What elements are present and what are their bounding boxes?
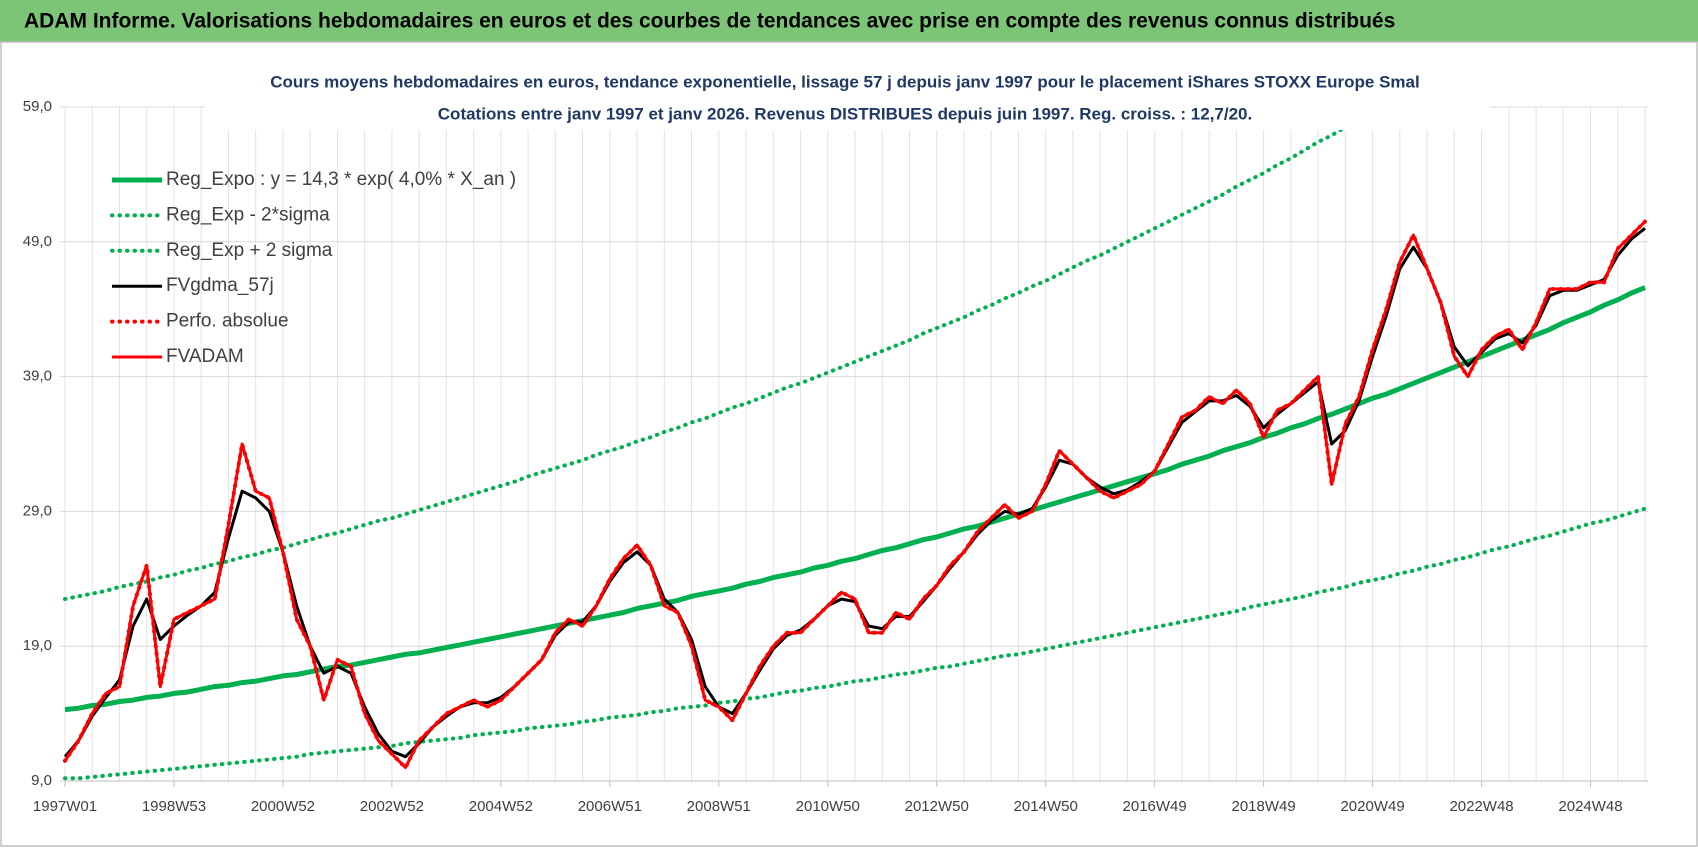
x-tick-label: 2000W52: [251, 798, 315, 815]
chart-subtitle: Cotations entre janv 1997 et janv 2026. …: [438, 104, 1252, 123]
x-tick-label: 2014W50: [1014, 798, 1078, 815]
y-tick-label: 39,0: [23, 368, 52, 385]
title-box: [205, 66, 1490, 130]
x-tick-label: 2024W48: [1558, 798, 1622, 815]
legend-label: Reg_Exp - 2*sigma: [166, 204, 330, 225]
series-line: [63, 506, 1647, 781]
y-tick-label: 19,0: [23, 637, 52, 654]
series-line: [63, 220, 1647, 769]
x-tick-label: 2010W50: [796, 798, 860, 815]
y-tick-label: 49,0: [23, 233, 52, 250]
x-tick-label: 2012W50: [905, 798, 969, 815]
y-tick-label: 29,0: [23, 502, 52, 519]
legend-label: Reg_Expo : y = 14,3 * exp( 4,0% * X_an ): [166, 169, 516, 190]
x-tick-label: 2018W49: [1232, 798, 1296, 815]
x-tick-label: 2008W51: [687, 798, 751, 815]
x-tick-label: 2006W51: [578, 798, 642, 815]
header-bar: [0, 0, 1698, 42]
legend-label: Reg_Exp + 2 sigma: [166, 240, 333, 261]
plot-area: 9,0 19,0 29,0 39,0 49,0 59,0 1997W01 1998W53 200…: [23, 98, 1648, 815]
x-tick-label: 2002W52: [360, 798, 424, 815]
page-title: ADAM Informe. Valorisations hebdomadaire…: [24, 10, 1395, 33]
legend-label: Perfo. absolue: [166, 311, 289, 332]
x-tick-label: 2004W52: [469, 798, 533, 815]
chart-title: Cours moyens hebdomadaires en euros, ten…: [270, 72, 1419, 91]
legend-label: FVADAM: [166, 346, 244, 367]
legend: Reg_Expo : y = 14,3 * exp( 4,0% * X_an )…: [110, 169, 516, 367]
x-tick-label: 1998W53: [142, 798, 206, 815]
frame: [0, 41, 1698, 847]
x-tick-label: 2020W49: [1340, 798, 1404, 815]
series-line: [64, 285, 1646, 713]
legend-label: FVgdma_57j: [166, 275, 274, 296]
x-tick-label: 2022W48: [1449, 798, 1513, 815]
x-tick-label: 2016W49: [1123, 798, 1187, 815]
y-tick-label: 59,0: [23, 98, 52, 115]
y-tick-label: 9,0: [31, 772, 52, 789]
x-tick-label: 1997W01: [33, 798, 97, 815]
